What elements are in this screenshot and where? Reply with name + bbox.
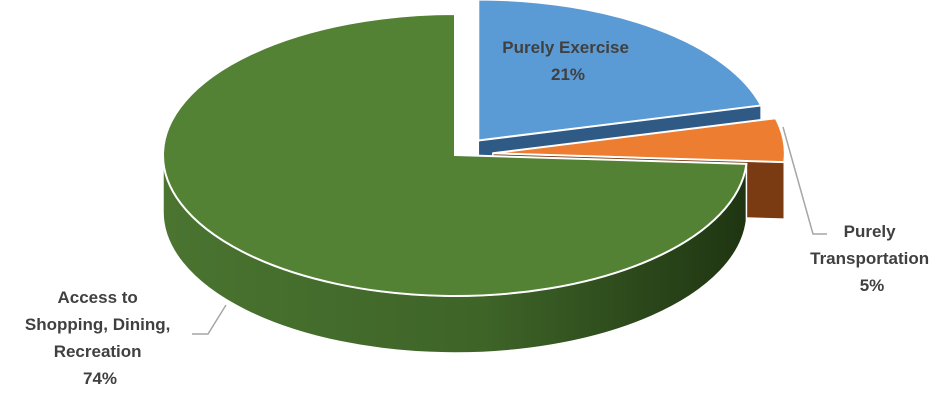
leader-line-purely-transportation	[782, 126, 827, 235]
leader-lines	[192, 126, 827, 335]
label-access-shopping-line1: Access to	[57, 288, 137, 307]
label-purely-exercise: Purely Exercise 21%	[502, 38, 633, 84]
label-access-shopping: Access to Shopping, Dining, Recreation 7…	[25, 288, 175, 388]
label-purely-exercise-name: Purely Exercise	[502, 38, 629, 57]
label-purely-transportation-line2: Transportation	[810, 249, 929, 268]
slice-purely-exercise	[477, 0, 763, 142]
slice-access-to-shopping-dining-recreation	[162, 12, 748, 297]
label-purely-exercise-pct: 21%	[551, 65, 585, 84]
label-access-shopping-line2: Shopping, Dining,	[25, 315, 170, 334]
slice-side-purely-transportation	[783, 153, 786, 220]
slice-purely-transportation	[492, 117, 786, 164]
label-purely-transportation-pct: 5%	[860, 276, 885, 295]
label-access-shopping-pct: 74%	[83, 369, 117, 388]
label-purely-transportation-line1: Purely	[844, 222, 897, 241]
label-access-shopping-line3: Recreation	[54, 342, 142, 361]
slice-tops	[162, 0, 786, 297]
label-purely-transportation: Purely Transportation 5%	[810, 222, 934, 295]
leader-line-access-shopping	[192, 304, 227, 335]
